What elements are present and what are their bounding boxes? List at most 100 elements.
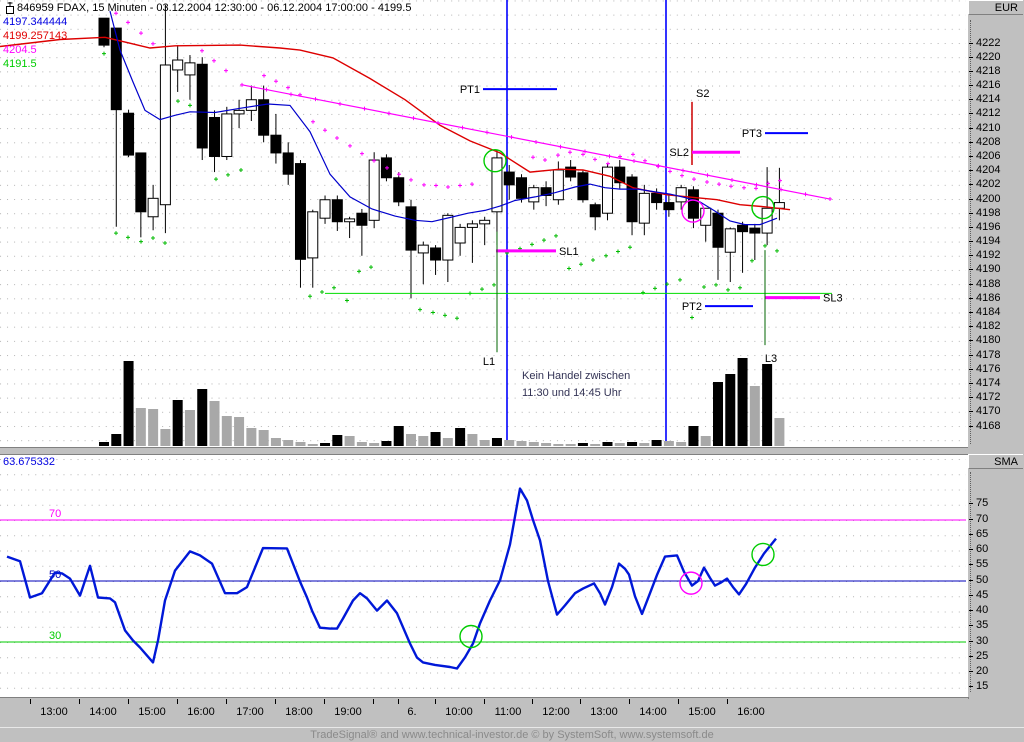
time-label: 15:00	[138, 706, 166, 718]
oscillator-axis-panel[interactable]: SMA 75 70 65 60 55 50 45 40 35 30 25 20 15	[968, 454, 1024, 697]
candlestick	[98, 17, 110, 48]
signal-circle	[751, 195, 775, 220]
volume-bar	[590, 444, 601, 446]
time-label: 17:00	[236, 706, 264, 718]
volume-bar	[234, 417, 245, 446]
annotation-label: PT1	[460, 84, 480, 96]
trendline-markers	[240, 82, 832, 202]
time-label: 16:00	[187, 706, 215, 718]
volume-bar	[651, 440, 662, 446]
price-axis-tick: 4212	[968, 108, 1024, 119]
price-chart-canvas[interactable]: PT1 S2 SL2 PT3 SL1 PT2 SL3 L1 L3	[0, 0, 966, 447]
candlestick	[749, 223, 761, 261]
price-axis-tick: 4218	[968, 65, 1024, 77]
volume-bar	[455, 428, 466, 446]
candlestick	[479, 216, 491, 246]
price-axis-tickline	[970, 20, 972, 444]
candlestick	[258, 85, 270, 143]
candlestick	[724, 227, 736, 283]
price-axis-tick: 4170	[968, 406, 1024, 417]
annotation-label: L3	[765, 353, 777, 365]
annotation-label: S2	[696, 88, 709, 100]
volume-bar	[418, 436, 429, 446]
volume-bar	[369, 443, 380, 446]
time-axis[interactable]: 13:00 14:00 15:00 16:00 17:00 18:00 19:00 6. 10:…	[0, 697, 968, 728]
volume-bar	[614, 443, 625, 446]
price-axis-tick: 4168	[968, 420, 1024, 432]
price-axis-tick: 4216	[968, 80, 1024, 91]
volume-bar	[565, 444, 576, 446]
candlestick	[344, 216, 356, 239]
volume-bar	[749, 386, 760, 446]
time-tick	[532, 699, 533, 704]
oscillator-axis-tick: 15	[968, 681, 1024, 692]
time-tick	[324, 699, 325, 704]
legend-value: 4191.5	[3, 58, 37, 70]
volume-bar	[283, 440, 294, 446]
volume-bar	[676, 442, 687, 446]
candlestick	[614, 160, 626, 189]
volume-bar	[639, 443, 650, 446]
time-tick	[79, 699, 80, 704]
signal-circle	[681, 199, 705, 223]
price-axis-tick: 4190	[968, 264, 1024, 275]
oscillator-pane[interactable]: 70 50 30	[0, 454, 969, 699]
volume-bar	[356, 442, 367, 446]
time-label: 12:00	[542, 706, 570, 718]
candlestick	[110, 27, 122, 227]
volume-bar	[430, 432, 441, 446]
oscillator-axis-tick: 75	[968, 498, 1024, 509]
signal-circle	[751, 542, 775, 567]
candlestick	[319, 195, 331, 224]
signal-circle	[483, 149, 507, 173]
signal-circle	[459, 624, 483, 649]
candlestick	[601, 163, 613, 221]
price-axis-tick: 4194	[968, 236, 1024, 247]
candlestick	[503, 164, 515, 200]
candlestick	[589, 202, 601, 231]
threshold-label: 30	[49, 630, 61, 642]
price-axis-panel[interactable]: EUR 4222 4220 4218 4216 4214 4212 4210 4208 4206…	[968, 0, 1024, 448]
volume-bar	[184, 410, 195, 446]
status-bar: TradeSignal® and www.technical-investor.…	[0, 727, 1024, 742]
volume-bar	[135, 408, 146, 446]
time-tick	[629, 699, 630, 704]
oscillator-axis-tick: 70	[968, 513, 1024, 525]
price-chart-pane[interactable]: PT1 S2 SL2 PT3 SL1 PT2 SL3 L1 L3	[0, 0, 969, 448]
candlestick	[135, 152, 147, 238]
volume-bar	[553, 444, 564, 446]
volume-bar	[762, 364, 773, 446]
time-tick	[128, 699, 129, 704]
ma-slow-line-red	[0, 36, 791, 211]
candlesticks	[98, 4, 785, 299]
oscillator-line	[6, 487, 777, 670]
legend-value: 4204.5	[3, 44, 37, 56]
annotation-label: SL1	[559, 246, 579, 258]
price-axis-tick: 4184	[968, 307, 1024, 318]
time-label: 11:00	[494, 706, 522, 718]
time-tick	[373, 699, 374, 704]
volume-bar	[737, 358, 748, 446]
price-axis-tick: 4172	[968, 392, 1024, 403]
candlestick	[700, 207, 712, 242]
time-tick	[226, 699, 227, 704]
candlestick	[687, 186, 699, 229]
annotation-label: PT3	[742, 128, 762, 140]
price-axis-tick: 4210	[968, 122, 1024, 134]
volume-bar	[528, 442, 539, 446]
volume-bar	[700, 436, 711, 446]
candlestick	[405, 199, 417, 299]
volume-bar	[602, 442, 613, 446]
time-tick	[177, 699, 178, 704]
price-axis-tick: 4186	[968, 292, 1024, 304]
volume-bar	[344, 436, 355, 446]
volume-bar	[725, 374, 736, 446]
price-axis-tick: 4198	[968, 207, 1024, 219]
grid-dots	[0, 455, 966, 696]
oscillator-axis-header: SMA	[968, 454, 1023, 469]
time-tick	[30, 699, 31, 704]
candlestick	[123, 109, 135, 158]
annotation-label: SL3	[823, 293, 843, 305]
candlestick	[184, 55, 196, 100]
